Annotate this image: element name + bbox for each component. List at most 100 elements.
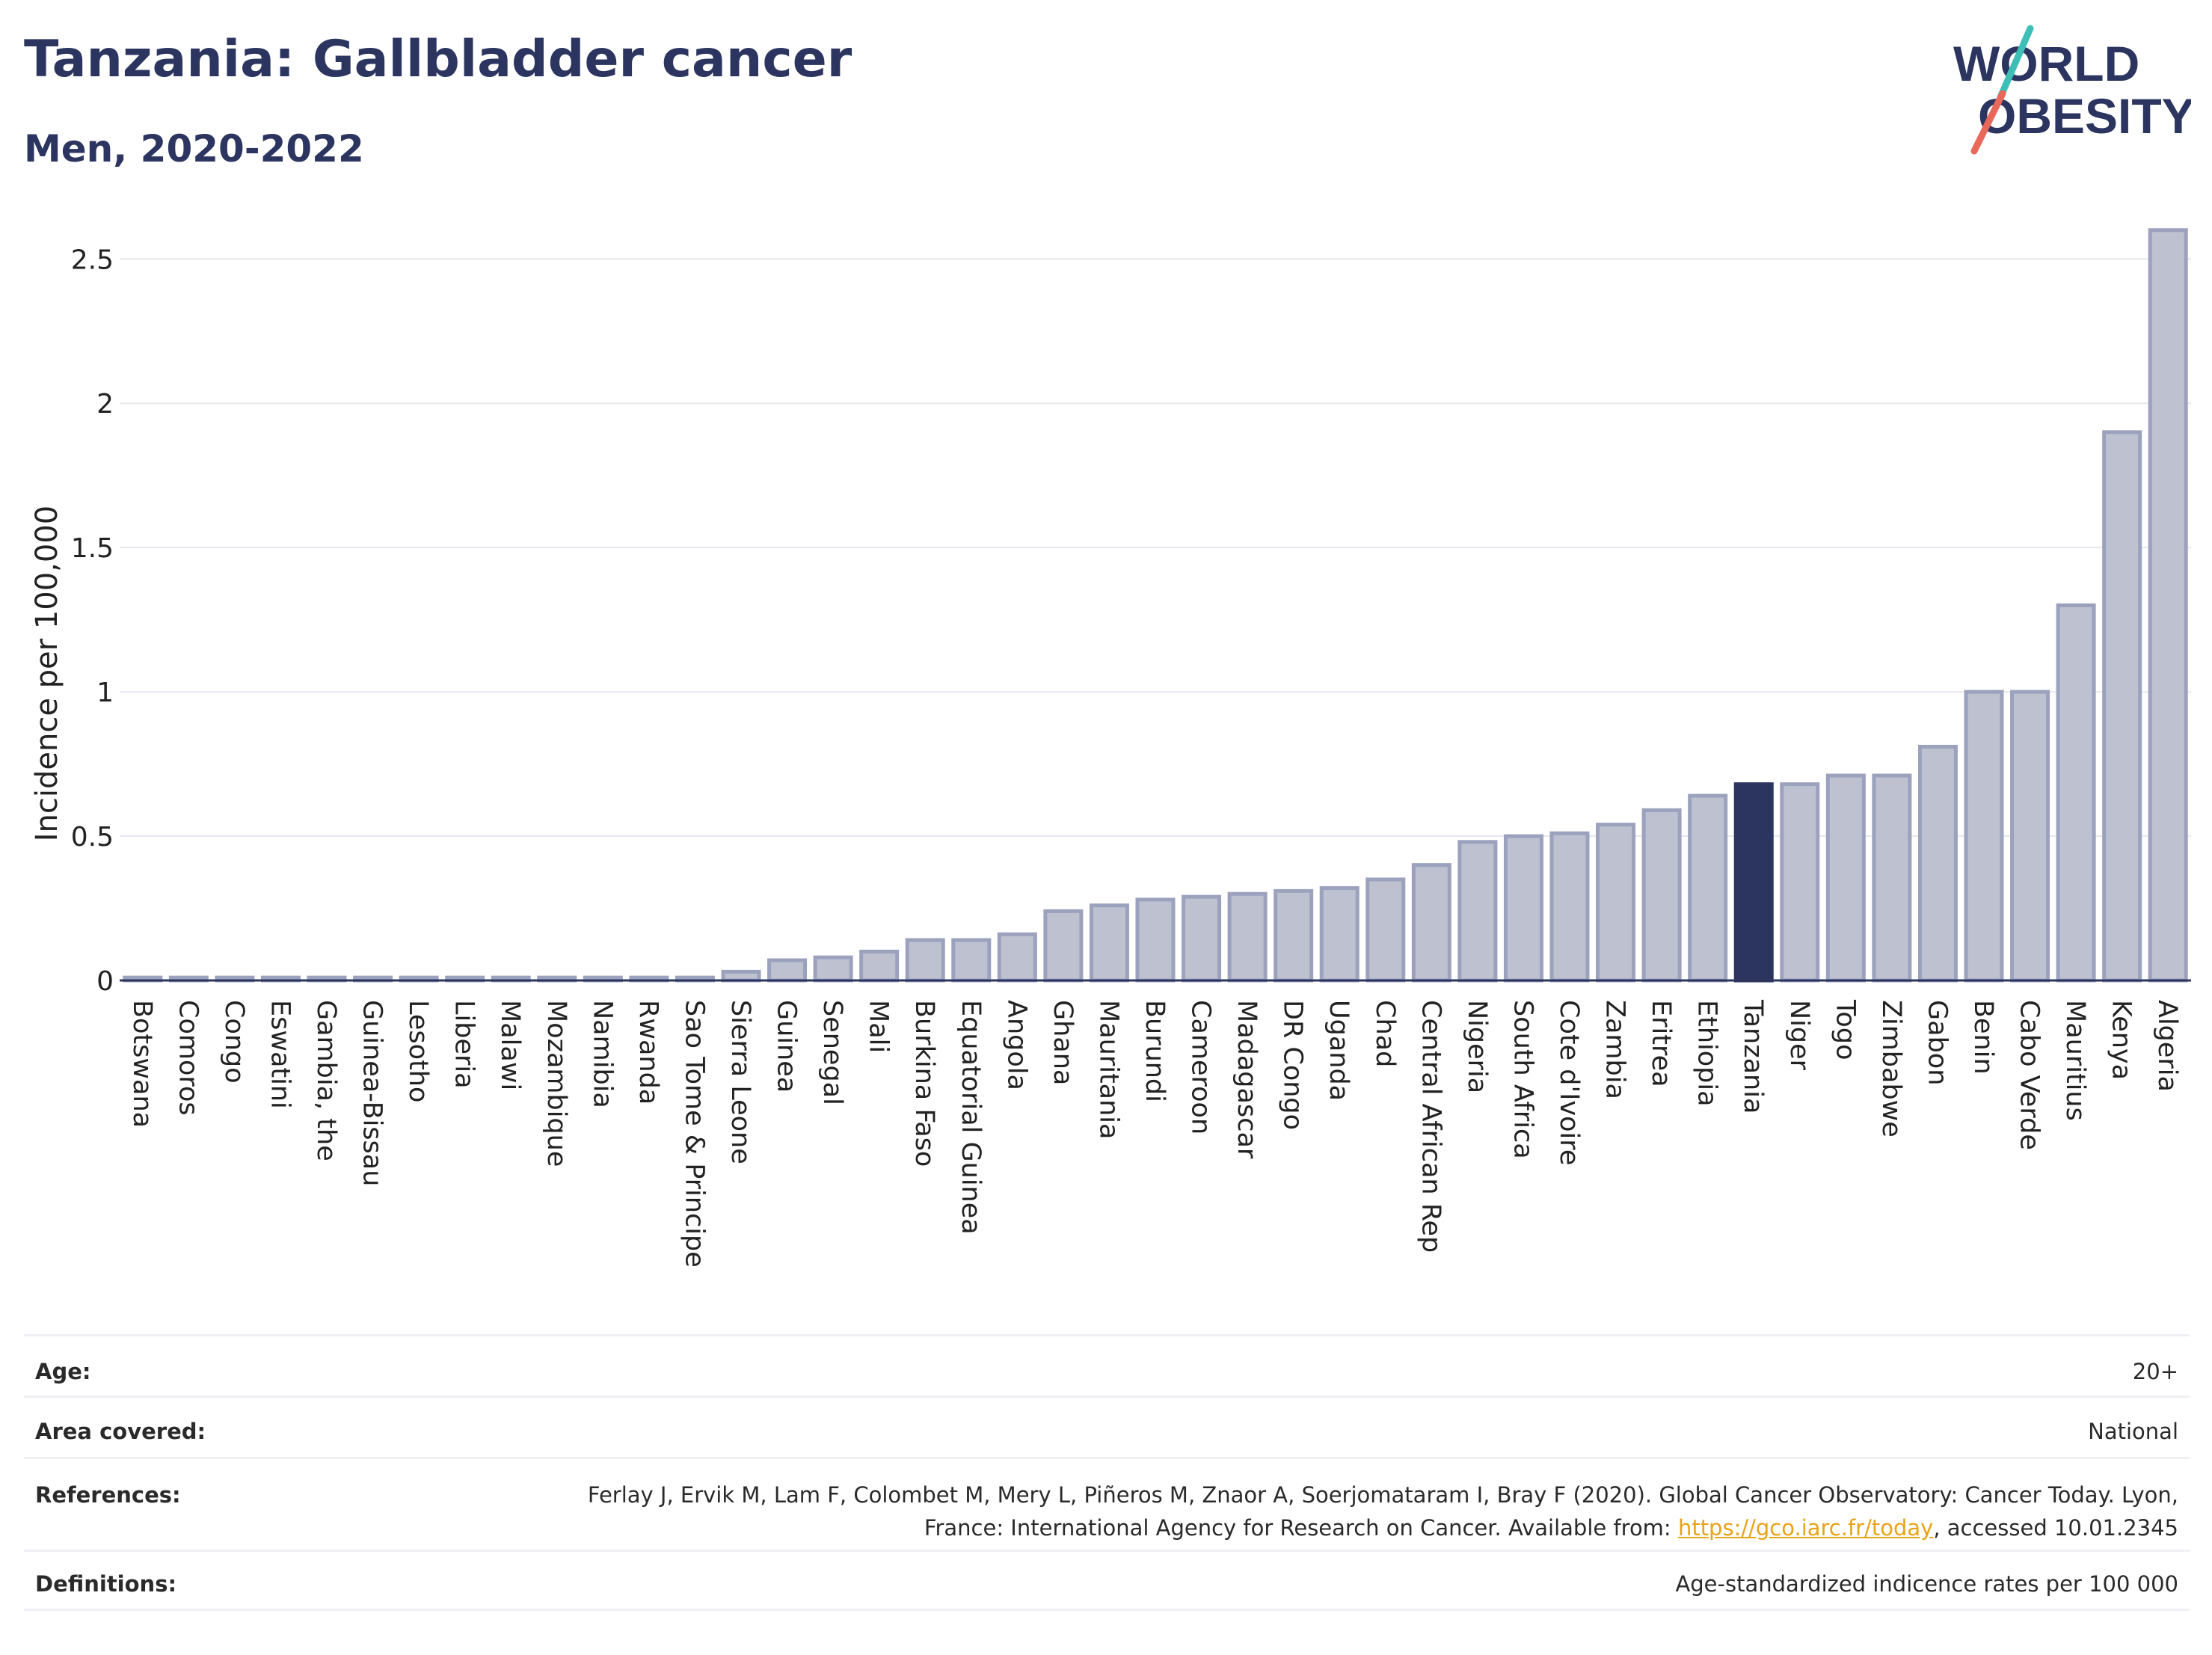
bar <box>1596 823 1636 983</box>
definitions-label: Definitions: <box>35 1571 177 1597</box>
x-tick-label: Senegal <box>817 1000 847 1105</box>
bar <box>1411 863 1451 983</box>
x-tick-label: Namibia <box>587 1000 617 1108</box>
x-tick-label: Malawi <box>495 1000 525 1090</box>
bar <box>1503 834 1543 983</box>
bar <box>1274 888 1314 983</box>
x-tick-label: Eswatini <box>265 1000 295 1109</box>
x-tick-label: Kenya <box>2107 1000 2136 1080</box>
x-tick-label: Sierra Leone <box>725 1000 755 1164</box>
x-tick-label: Chad <box>1370 1000 1400 1067</box>
bar <box>1365 877 1406 983</box>
bar <box>905 938 945 983</box>
world-obesity-logo: WORLD OBESITY <box>1953 25 2191 155</box>
x-tick-label: Guinea <box>772 1000 802 1093</box>
references-label: References: <box>35 1482 181 1508</box>
info-row-age: Age: 20+ <box>24 1334 2190 1395</box>
logo-slash-coral <box>1970 90 2006 155</box>
definitions-value: Age-standardized indicence rates per 100… <box>1675 1571 2178 1597</box>
x-tick-label: Mauritania <box>1093 1000 1123 1139</box>
x-tick-label: Cameroon <box>1186 1000 1216 1134</box>
bar <box>721 969 761 983</box>
chart-title: Tanzania: Gallbladder cancer <box>24 30 852 89</box>
x-tick-label: Mozambique <box>541 1000 571 1167</box>
info-table: Age: 20+ Area covered: National Referenc… <box>24 1334 2190 1611</box>
x-tick-label: Uganda <box>1324 1000 1354 1101</box>
age-value: 20+ <box>2132 1359 2178 1384</box>
x-tick-label: Mali <box>864 1000 894 1053</box>
bar <box>1043 909 1084 983</box>
bar <box>813 955 853 983</box>
x-tick-label: Guinea-Bissau <box>357 1000 387 1186</box>
bar <box>767 958 808 983</box>
y-tick-labels: 0 0.5 1 1.5 2 2.5 <box>71 245 114 997</box>
x-tick-label: Sao Tome & Principe <box>679 1000 709 1268</box>
x-tick-label: Angola <box>1001 1000 1031 1090</box>
x-tick-label: Equatorial Guinea <box>956 1000 986 1235</box>
x-tick-label: Zimbabwe <box>1876 1000 1906 1137</box>
bar <box>1549 831 1590 983</box>
area-label: Area covered: <box>35 1419 206 1444</box>
bar <box>1227 891 1268 983</box>
bar <box>2148 228 2188 983</box>
bar-highlighted <box>1733 782 1774 983</box>
x-tick-label: Botswana <box>127 1000 157 1128</box>
x-tick-label: DR Congo <box>1278 1000 1308 1130</box>
bar-chart: 0 0.5 1 1.5 2 2.5 Botswana Comoros Congo Eswatin… <box>30 228 2191 1268</box>
y-tick-label: 0.5 <box>71 822 114 853</box>
bar <box>1319 886 1360 983</box>
x-tick-label: Burundi <box>1140 1000 1170 1102</box>
bar <box>997 932 1037 983</box>
x-tick-label: Cabo Verde <box>2015 1000 2044 1150</box>
references-suffix: , accessed 10.01.2345 <box>1933 1515 2178 1541</box>
references-link[interactable]: https://gco.iarc.fr/today <box>1677 1515 1934 1541</box>
bar <box>1135 897 1176 983</box>
bar <box>951 938 992 983</box>
y-tick-label: 2.5 <box>71 245 114 275</box>
bars <box>123 228 2188 983</box>
bar <box>1089 903 1129 983</box>
x-tick-label: Ghana <box>1048 1000 1078 1085</box>
y-tick-label: 1.5 <box>71 533 114 564</box>
bar <box>1457 840 1498 983</box>
bar <box>1688 793 1728 983</box>
x-tick-label: Togo <box>1830 999 1860 1060</box>
x-tick-label: Rwanda <box>633 1000 663 1105</box>
age-label: Age: <box>35 1359 91 1384</box>
info-row-area: Area covered: National <box>24 1395 2190 1457</box>
x-tick-label: Lesotho <box>403 1000 433 1102</box>
bar <box>2102 430 2142 983</box>
y-tick-label: 2 <box>96 389 114 420</box>
x-tick-label: Burkina Faso <box>909 1000 939 1167</box>
x-tick-label: Mauritius <box>2060 1000 2090 1121</box>
y-tick-label: 0 <box>96 966 114 997</box>
logo-slash-teal <box>1997 25 2034 101</box>
bar <box>2010 690 2050 983</box>
x-tick-label: Congo <box>219 1000 249 1084</box>
x-tick-label: Nigeria <box>1462 1000 1492 1093</box>
bar <box>1182 894 1222 983</box>
bar <box>1872 773 1912 983</box>
bar <box>1825 773 1866 983</box>
x-tick-label: Tanzania <box>1738 999 1768 1114</box>
grid-lines <box>120 258 2191 838</box>
x-tick-label: Ethiopia <box>1692 1000 1722 1107</box>
bar <box>859 949 900 983</box>
x-tick-label: Central African Rep <box>1416 1000 1446 1253</box>
x-tick-label: Gambia, the <box>311 1000 341 1161</box>
x-tick-label: Algeria <box>2152 1000 2182 1092</box>
x-tick-label: Eritrea <box>1646 1000 1676 1087</box>
x-tick-labels: Botswana Comoros Congo Eswatini Gambia, the G… <box>127 999 2182 1268</box>
chart-subtitle: Men, 2020-2022 <box>24 127 364 171</box>
x-tick-label: Liberia <box>449 1000 479 1089</box>
bar <box>1780 782 1820 983</box>
bar <box>2056 603 2096 983</box>
x-tick-label: Cote d'Ivoire <box>1554 1000 1584 1165</box>
bar <box>1641 808 1682 983</box>
area-value: National <box>2088 1419 2178 1444</box>
y-axis-label: Incidence per 100,000 <box>30 506 64 842</box>
x-tick-label: South Africa <box>1508 1000 1537 1159</box>
x-tick-label: Benin <box>1968 1000 1998 1075</box>
logo-text-obesity: OBESITY <box>1978 88 2191 144</box>
x-tick-label: Niger <box>1784 1000 1814 1071</box>
